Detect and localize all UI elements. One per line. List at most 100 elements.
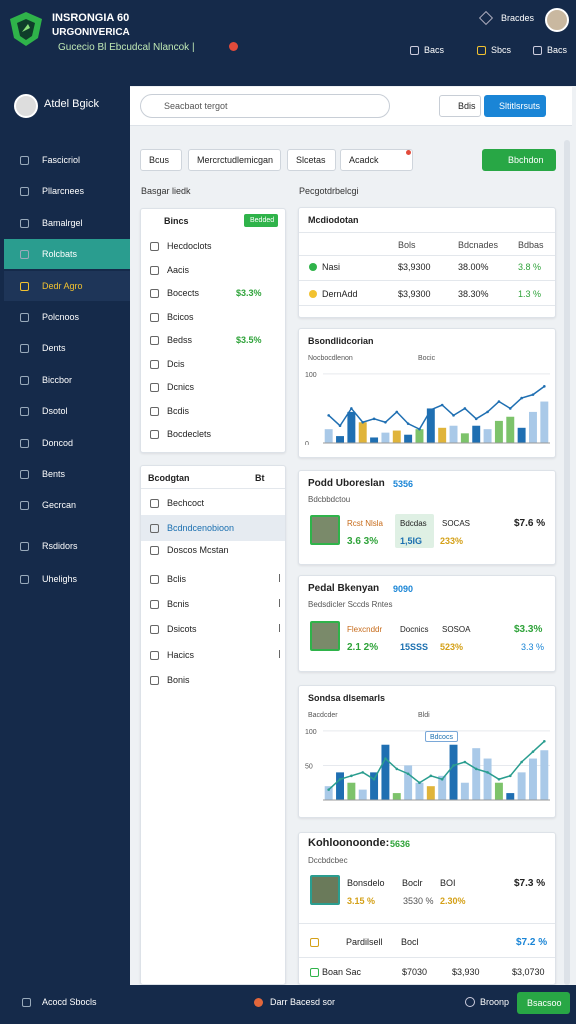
highlight-item [4, 270, 130, 301]
action-button[interactable] [482, 149, 556, 171]
person-name: Bonsdelo [347, 878, 385, 888]
list-item[interactable]: Bclis [167, 574, 187, 584]
bar [529, 411, 537, 443]
line-point [508, 407, 512, 410]
list-item[interactable]: Dcnics [167, 382, 195, 392]
list-item[interactable]: Bonis [167, 675, 190, 685]
list-item[interactable]: Bcdndcenobioon [167, 523, 235, 533]
chart: 50 100 [305, 729, 550, 801]
icon [150, 359, 159, 369]
tab[interactable] [188, 149, 281, 171]
icon [20, 501, 29, 511]
tab[interactable] [140, 149, 182, 171]
footer-label[interactable]: Broonp [480, 997, 510, 1007]
header-action[interactable]: Bacs [424, 45, 445, 55]
card [140, 465, 286, 985]
nav-item[interactable]: Polcnoos [42, 312, 80, 322]
line-point [395, 767, 399, 771]
button[interactable] [439, 95, 481, 117]
chevron[interactable]: Dsicots [272, 624, 280, 632]
nav-item[interactable]: Doncod [42, 437, 74, 448]
line-point [440, 777, 444, 781]
button-label[interactable]: Bbchdon [508, 155, 544, 165]
list-item[interactable]: Dsicots [167, 624, 197, 634]
metric-value: 1,5IG [400, 536, 423, 546]
nav-item[interactable]: Rolcbats [42, 249, 78, 260]
card [298, 207, 556, 318]
avatar[interactable] [545, 8, 569, 32]
nav-item[interactable]: Bents [42, 469, 66, 479]
bar [415, 782, 424, 800]
line-point [372, 417, 376, 421]
nav-item[interactable]: Dsotol [42, 406, 68, 417]
list-item[interactable]: Doscos Mcstan [167, 545, 229, 555]
item-value: $3.3% [236, 288, 262, 298]
metric-value: 2.30% [440, 896, 466, 906]
button-label[interactable]: Sltitlsrsuts [499, 101, 541, 111]
list-item[interactable]: Bechcoct [167, 498, 205, 508]
list-item[interactable]: Hacics [167, 650, 195, 660]
list-item[interactable]: Bcnis [167, 599, 190, 609]
header-action[interactable]: Bacs [547, 45, 568, 55]
icon [150, 406, 159, 416]
list-item[interactable]: Bocects [167, 288, 200, 298]
bar [449, 425, 458, 443]
list-item[interactable]: Bedss [167, 335, 193, 345]
nav-item[interactable]: Bamalrgel [42, 217, 83, 228]
card-title: Mcdiodotan [308, 215, 359, 225]
primary-button[interactable] [484, 95, 546, 117]
card [298, 575, 556, 672]
list-item[interactable]: Bcicos [167, 311, 194, 322]
bar [483, 758, 492, 800]
chevron[interactable]: Hacics [272, 650, 280, 658]
list-item[interactable]: Bocdeclets [167, 429, 212, 439]
line-point [361, 771, 365, 774]
button-label[interactable]: Bsacsoo [527, 998, 562, 1008]
metric-value: 523% [440, 642, 464, 652]
cell: Bocl [401, 937, 419, 947]
column-header: Bdcnades [458, 240, 499, 250]
nav-item[interactable]: Rsdidors [42, 541, 78, 551]
divider [299, 957, 555, 958]
list-item[interactable]: Hecdoclots [167, 241, 212, 251]
chart-title: Sondsa dlsemarls [308, 693, 386, 703]
line-point [463, 407, 467, 410]
metric-label: Bdcdas [400, 519, 427, 528]
card-tag: 5356 [393, 479, 414, 489]
list-item[interactable]: Bcdis [167, 405, 190, 416]
list-item[interactable]: Aacis [167, 264, 190, 275]
tab-label[interactable]: Bcus [149, 155, 170, 165]
status-dot [254, 998, 263, 1007]
tab[interactable] [340, 149, 413, 171]
nav-item[interactable]: Pllarcnees [42, 186, 85, 197]
chevron[interactable]: Bcnis [272, 599, 280, 607]
bar [449, 744, 458, 800]
line-point [497, 400, 501, 403]
cell: $3,9300 [398, 262, 431, 272]
bar [494, 420, 503, 443]
header-action[interactable]: Sbcs [491, 45, 512, 55]
tab-label[interactable]: Acadck [349, 155, 379, 165]
tab[interactable] [287, 149, 336, 171]
button-label[interactable]: Bdis [458, 101, 476, 111]
bar [529, 758, 537, 800]
tab-label[interactable]: Mercrctudlemicgan [197, 155, 274, 165]
line-point [338, 424, 342, 428]
value: $7.3 % [514, 878, 546, 889]
tab-label[interactable]: Slcetas [296, 155, 326, 165]
nav-item[interactable]: Uhelighs [42, 574, 78, 584]
user-name[interactable]: Bracdes [501, 13, 535, 23]
nav-item[interactable]: Gecrcan [42, 500, 77, 511]
card-subtitle: Bedsdicler Sccds Rntes [308, 600, 393, 609]
line-point [361, 420, 365, 424]
search-box[interactable] [140, 94, 390, 118]
icon [20, 187, 29, 197]
nav-item[interactable]: Fascicriol [42, 155, 81, 165]
nav-item[interactable]: Dents [42, 343, 66, 354]
nav-item[interactable]: Biccbor [42, 374, 73, 385]
list-item[interactable]: Dcis [167, 358, 185, 369]
nav-item[interactable]: Dedr Agro [42, 280, 83, 291]
chevron[interactable]: Bclis [272, 574, 280, 582]
footer-button[interactable] [517, 992, 570, 1014]
